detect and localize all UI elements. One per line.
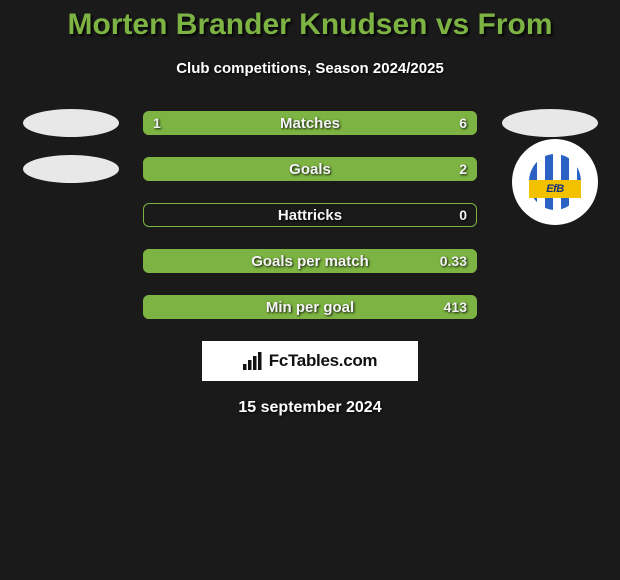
stat-label: Hattricks (143, 203, 477, 227)
date-label: 15 september 2024 (10, 399, 610, 417)
stat-row: 0.33Goals per match (10, 249, 610, 273)
subtitle: Club competitions, Season 2024/2025 (10, 60, 610, 77)
player-placeholder-icon (502, 109, 598, 137)
stat-label: Goals (143, 157, 477, 181)
stat-bar: 2Goals (143, 157, 477, 181)
stat-label: Min per goal (143, 295, 477, 319)
right-badge-slot (497, 108, 602, 138)
club-logo-efb: EfB (512, 139, 598, 225)
page-title: Morten Brander Knudsen vs From (10, 8, 610, 42)
left-badge-slot (18, 292, 123, 322)
right-badge-slot (497, 246, 602, 276)
brand-text: FcTables.com (269, 351, 378, 371)
player-placeholder-icon (23, 109, 119, 137)
stat-bar: 413Min per goal (143, 295, 477, 319)
stat-row: 413Min per goal (10, 295, 610, 319)
stat-bar: 16Matches (143, 111, 477, 135)
stat-bar: 0Hattricks (143, 203, 477, 227)
left-badge-slot (18, 108, 123, 138)
right-badge-slot (497, 292, 602, 322)
left-badge-slot (18, 246, 123, 276)
efb-shield-icon: EfB (525, 147, 585, 217)
stat-bar: 0.33Goals per match (143, 249, 477, 273)
stat-label: Matches (143, 111, 477, 135)
player-placeholder-icon (23, 155, 119, 183)
left-badge-slot (18, 154, 123, 184)
brand-box: FcTables.com (202, 341, 418, 381)
stat-rows: 16Matches 2Goals 0Hattricks 0.33Goals per m… (10, 111, 610, 319)
stat-row: 16Matches (10, 111, 610, 135)
bar-chart-icon (243, 352, 263, 370)
stat-label: Goals per match (143, 249, 477, 273)
efb-band-text: EfB (529, 180, 581, 198)
left-badge-slot (18, 200, 123, 230)
